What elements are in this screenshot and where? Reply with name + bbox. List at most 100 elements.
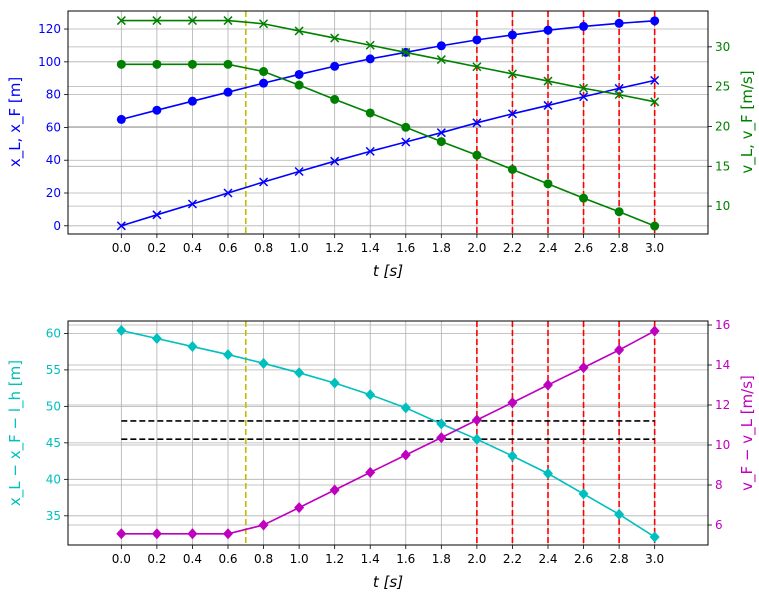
x-tick-label: 2.2 xyxy=(503,241,522,255)
y-left-tick-label: 0 xyxy=(53,219,61,233)
data-point xyxy=(223,59,233,69)
x-ticks-top: 0.0 0.2 0.4 0.6 0.8 1.0 1.2 1.4 1.6 1.8 2.0 2.2 2.4 2… xyxy=(112,234,664,255)
data-point xyxy=(579,92,589,102)
x-tick-label: 0.4 xyxy=(183,241,202,255)
y-left-tick-label: 20 xyxy=(46,186,61,200)
data-point xyxy=(614,207,624,217)
x-tick-label: 0.6 xyxy=(218,552,237,566)
x-tick-label: 3.0 xyxy=(645,241,664,255)
x-tick-label: 1.6 xyxy=(396,552,415,566)
data-point xyxy=(401,122,411,132)
data-point xyxy=(187,59,197,69)
x-tick-label: 1.8 xyxy=(432,241,451,255)
y-right-tick-label: 12 xyxy=(715,398,730,412)
series-line xyxy=(121,330,656,535)
y-right-tick-label: 8 xyxy=(715,478,723,492)
y-right-tick-label: 10 xyxy=(715,438,730,452)
series-line xyxy=(121,79,655,227)
x-tick-label: 0.6 xyxy=(218,241,237,255)
x-tick-label: 2.0 xyxy=(467,552,486,566)
x-tick-label: 0.2 xyxy=(147,241,166,255)
data-point xyxy=(294,80,304,90)
data-point xyxy=(330,33,340,43)
data-point xyxy=(436,41,446,51)
data-point xyxy=(650,75,660,85)
data-point xyxy=(436,432,447,444)
data-point-stroke xyxy=(294,166,304,177)
data-point xyxy=(116,16,126,26)
data-point xyxy=(614,508,625,520)
series-line xyxy=(121,63,655,227)
data-point xyxy=(152,59,162,69)
y-right-axis-label-bottom: v_F − v_L [m/s] xyxy=(738,375,757,491)
data-point xyxy=(400,402,411,414)
data-point xyxy=(472,35,482,45)
data-point xyxy=(543,179,553,189)
y-right-tick-label: 14 xyxy=(715,358,730,372)
series-top xyxy=(116,16,660,231)
x-tick-label: 1.6 xyxy=(396,241,415,255)
data-point xyxy=(329,377,340,389)
y-left-ticks-bottom: 35 40 45 50 55 60 xyxy=(46,326,68,523)
data-point xyxy=(259,78,269,88)
data-point xyxy=(223,16,233,26)
data-point xyxy=(650,221,660,231)
plot-frame-top xyxy=(67,10,709,235)
data-point-stroke xyxy=(294,26,304,36)
series-line xyxy=(121,20,655,121)
data-point xyxy=(223,87,233,97)
data-point xyxy=(259,177,269,187)
data-point xyxy=(543,379,553,391)
data-point xyxy=(507,109,517,119)
data-point-stroke xyxy=(401,137,411,147)
data-point xyxy=(259,67,269,77)
x-tick-label: 2.0 xyxy=(467,241,486,255)
y-left-tick-label: 40 xyxy=(46,472,61,486)
x-tick-label: 0.2 xyxy=(147,552,166,566)
data-point-stroke xyxy=(579,92,589,102)
data-point xyxy=(649,531,660,543)
y-left-tick-label: 45 xyxy=(46,436,61,450)
data-point xyxy=(294,502,305,514)
data-point xyxy=(330,61,340,71)
data-point-stroke xyxy=(116,16,126,26)
data-point xyxy=(116,528,127,540)
x-tick-label: 1.2 xyxy=(325,552,344,566)
data-point-stroke xyxy=(152,210,162,220)
x-tick-label: 1.2 xyxy=(325,241,344,255)
data-point xyxy=(472,62,482,72)
x-axis-label-bottom: t [s] xyxy=(373,573,403,591)
data-point-stroke xyxy=(223,16,233,26)
data-point xyxy=(650,16,660,26)
data-point xyxy=(650,97,660,107)
y-left-tick-label: 100 xyxy=(38,55,61,69)
y-right-tick-label: 30 xyxy=(715,40,730,54)
x-tick-label: 3.0 xyxy=(645,552,664,566)
series-bottom xyxy=(116,324,660,543)
x-tick-label: 0.4 xyxy=(183,552,202,566)
y-right-tick-label: 25 xyxy=(715,80,730,94)
y-left-axis-label-bottom: x_L − x_F − l_h [m] xyxy=(6,360,25,506)
data-point xyxy=(472,118,482,128)
data-point-stroke xyxy=(650,75,660,85)
y-left-ticks-top: 0 20 40 60 80 100 120 xyxy=(38,22,68,233)
y-right-tick-label: 20 xyxy=(715,119,730,133)
data-point-stroke xyxy=(365,40,375,50)
y-left-tick-label: 60 xyxy=(46,120,61,134)
data-point-stroke xyxy=(223,188,233,198)
data-point xyxy=(436,418,447,430)
data-point xyxy=(151,333,162,345)
y-left-axis-label-top: x_L, x_F [m] xyxy=(6,77,25,167)
data-point xyxy=(578,362,589,374)
data-point-stroke xyxy=(436,128,446,138)
x-tick-label: 2.2 xyxy=(503,552,522,566)
data-point-stroke xyxy=(330,33,340,43)
series-line xyxy=(121,19,655,103)
plot-area-bottom xyxy=(68,321,708,545)
data-point-stroke xyxy=(187,16,197,26)
data-point xyxy=(507,397,518,409)
x-tick-label: 1.0 xyxy=(290,241,309,255)
data-point xyxy=(116,114,126,124)
data-point xyxy=(187,341,198,353)
